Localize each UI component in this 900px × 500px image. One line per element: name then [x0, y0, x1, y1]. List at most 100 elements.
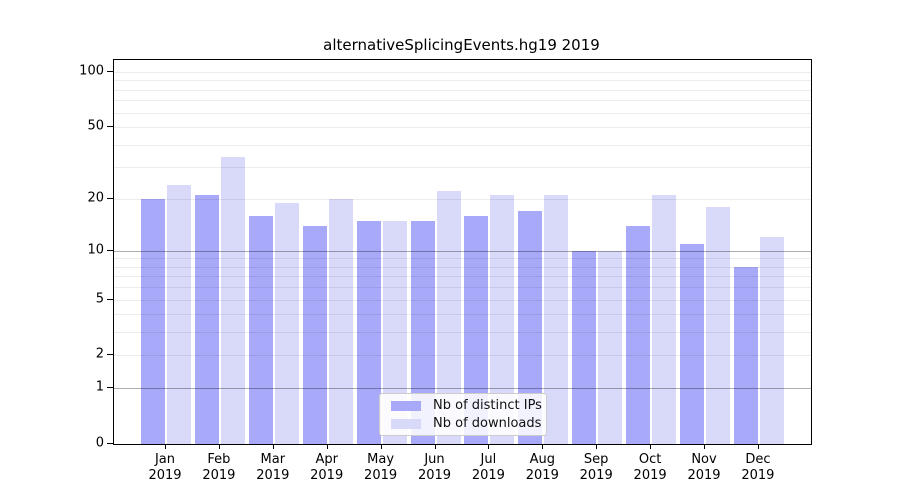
y-tick-label: 50 — [87, 118, 104, 134]
bar-feb-ips — [194, 194, 219, 444]
bar-apr-ips — [302, 225, 327, 444]
legend-item-downloads: Nb of downloads — [388, 416, 542, 431]
x-tick-year: 2019 — [633, 468, 667, 483]
y-tick-mark — [107, 443, 113, 444]
plot-area — [113, 59, 812, 445]
bar-jan-ips — [141, 198, 165, 444]
bar-oct-downloads — [652, 194, 677, 444]
legend-swatch-distinct-ips — [391, 400, 421, 411]
bar-dec-ips — [733, 266, 758, 444]
x-tick-year: 2019 — [202, 468, 236, 483]
gridline-minor — [114, 258, 811, 260]
x-tick-year: 2019 — [256, 468, 290, 483]
bar-feb-downloads — [220, 157, 245, 444]
x-tick-month: May — [367, 452, 395, 467]
x-tick-mark — [488, 444, 490, 449]
gridline-minor — [114, 100, 811, 102]
x-tick-month: Feb — [207, 452, 231, 467]
x-tick-month: Apr — [315, 452, 338, 467]
bar-nov-downloads — [706, 206, 730, 444]
bar-jan-downloads — [167, 184, 191, 444]
y-tick-mark — [107, 354, 113, 356]
y-tick-label: 10 — [87, 242, 104, 258]
legend-item-distinct-ips: Nb of distinct IPs — [388, 398, 542, 413]
x-tick-year: 2019 — [687, 468, 721, 483]
x-tick-year: 2019 — [364, 468, 398, 483]
y-tick-mark — [107, 70, 113, 72]
x-tick-mark — [757, 444, 759, 449]
x-tick-year: 2019 — [148, 468, 182, 483]
gridline-minor — [114, 276, 811, 278]
x-tick-label: Aug 2019 — [512, 452, 572, 484]
bar-dec-downloads — [759, 237, 784, 444]
x-tick-year: 2019 — [471, 468, 505, 483]
y-tick-mark — [107, 298, 113, 300]
x-tick-mark — [326, 444, 328, 449]
gridline-minor — [114, 89, 811, 91]
y-tick-mark — [107, 197, 113, 199]
bar-may-ips — [356, 220, 381, 444]
x-tick-month: Dec — [745, 452, 771, 467]
x-tick-label: Jul 2019 — [458, 452, 518, 484]
x-tick-label: Mar 2019 — [243, 452, 303, 484]
x-tick-year: 2019 — [741, 468, 775, 483]
x-tick-label: Feb 2019 — [189, 452, 249, 484]
x-tick-month: Aug — [529, 452, 555, 467]
x-tick-month: Sep — [583, 452, 609, 467]
gridline-minor — [114, 144, 811, 146]
x-tick-mark — [165, 444, 166, 449]
y-tick-label: 0 — [95, 435, 104, 451]
gridline-minor — [114, 287, 811, 289]
x-tick-month: Oct — [638, 452, 662, 467]
gridline-minor — [114, 127, 811, 129]
gridline-minor — [114, 167, 811, 169]
x-tick-year: 2019 — [310, 468, 344, 483]
gridline-minor — [114, 112, 811, 114]
bar-aug-downloads — [544, 194, 569, 444]
chart-title: alternativeSplicingEvents.hg19 2019 — [323, 36, 600, 54]
x-tick-month: Mar — [260, 452, 286, 467]
x-tick-month: Jan — [154, 452, 176, 467]
gridline-minor — [114, 71, 811, 73]
gridline-minor — [114, 299, 811, 301]
gridline-minor — [114, 332, 811, 334]
x-tick-label: Dec 2019 — [728, 452, 788, 484]
x-tick-mark — [542, 444, 544, 449]
gridline-minor — [114, 266, 811, 268]
x-tick-year: 2019 — [417, 468, 452, 483]
y-tick-label: 2 — [95, 346, 104, 362]
x-tick-mark — [650, 444, 652, 449]
bar-mar-downloads — [274, 202, 299, 444]
y-tick-label: 100 — [79, 63, 104, 79]
bar-sep-downloads — [598, 250, 623, 444]
x-tick-mark — [272, 444, 274, 449]
y-tick-label: 5 — [95, 291, 104, 307]
x-tick-mark — [380, 444, 382, 449]
x-tick-mark — [704, 444, 705, 449]
x-tick-month: Jul — [480, 452, 497, 467]
x-tick-year: 2019 — [525, 468, 559, 483]
x-tick-label: Sep 2019 — [566, 452, 626, 484]
x-tick-mark — [218, 444, 220, 449]
x-tick-label: Oct 2019 — [620, 452, 680, 484]
legend-swatch-downloads — [391, 418, 421, 429]
x-tick-label: Jun 2019 — [405, 452, 465, 484]
y-tick-mark — [107, 387, 113, 389]
legend-label-distinct-ips: Nb of distinct IPs — [433, 398, 542, 413]
x-tick-year: 2019 — [579, 468, 613, 483]
x-tick-label: Jan 2019 — [135, 452, 195, 484]
y-tick-label: 20 — [87, 190, 104, 206]
x-tick-label: May 2019 — [351, 452, 411, 484]
gridline-minor — [114, 314, 811, 316]
x-tick-mark — [434, 444, 436, 449]
x-tick-month: Jun — [424, 452, 445, 467]
bar-oct-ips — [626, 225, 651, 444]
y-tick-mark — [107, 126, 113, 128]
bar-apr-downloads — [328, 198, 353, 444]
legend: Nb of distinct IPs Nb of downloads — [379, 393, 547, 436]
gridline-major — [114, 388, 811, 390]
y-tick-mark — [107, 249, 113, 251]
gridline-minor — [114, 198, 811, 200]
legend-label-downloads: Nb of downloads — [433, 416, 542, 431]
